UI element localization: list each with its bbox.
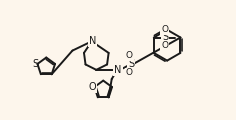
Text: O: O <box>88 82 96 92</box>
Text: S: S <box>128 59 134 69</box>
Text: N: N <box>89 36 96 46</box>
Text: O: O <box>161 41 168 50</box>
Text: S: S <box>32 59 38 69</box>
Text: N: N <box>114 65 122 75</box>
Text: O: O <box>126 68 133 77</box>
Text: S: S <box>162 33 169 42</box>
Text: O: O <box>126 51 133 60</box>
Text: O: O <box>161 25 168 34</box>
